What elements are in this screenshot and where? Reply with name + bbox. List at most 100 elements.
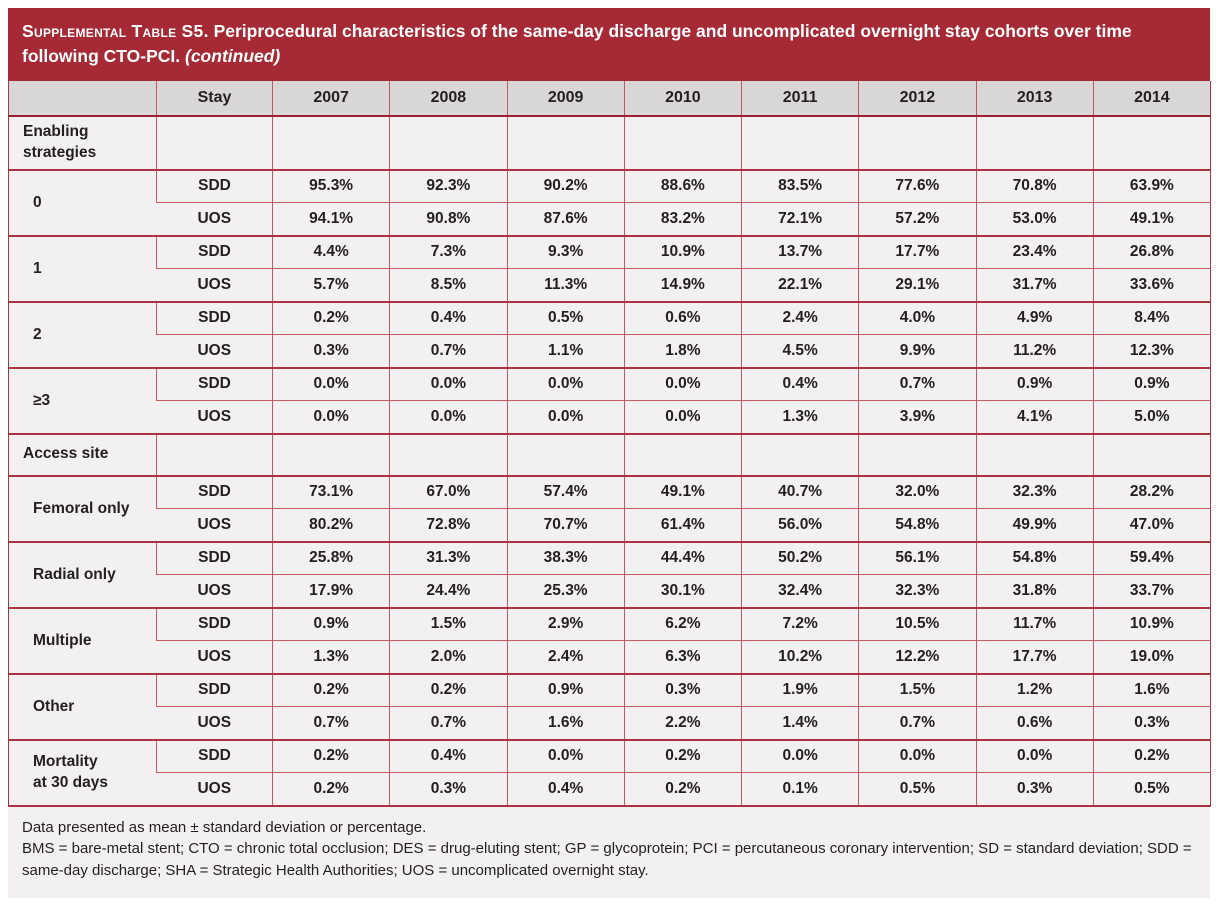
value-cell: 1.3% xyxy=(271,640,390,674)
empty-value-cell xyxy=(975,432,1094,476)
empty-value-cell xyxy=(506,432,625,476)
group-row-sdd: Radial only SDD 25.8% 31.3% 38.3% 44.4% 50.2% 5… xyxy=(8,540,1211,608)
value-cell: 0.7% xyxy=(271,706,390,740)
value-cell: 83.5% xyxy=(740,168,859,203)
header-row: Stay 2007 2008 2009 2010 2011 2012 2013 2014 xyxy=(8,80,1211,117)
value-cell: 50.2% xyxy=(740,540,859,575)
value-cell: 0.5% xyxy=(858,772,976,806)
table-header: Stay 2007 2008 2009 2010 2011 2012 2013 2014 xyxy=(8,80,1211,117)
table-footnotes: Data presented as mean ± standard deviat… xyxy=(8,807,1210,898)
value-cell: 0.2% xyxy=(271,300,390,335)
value-cell: 0.9% xyxy=(1092,366,1211,401)
section-label-cell: Enabling strategies xyxy=(8,114,157,170)
section-label-cell: Access site xyxy=(8,432,157,476)
value-cell: 0.0% xyxy=(623,400,742,434)
value-cell: 0.5% xyxy=(1092,772,1211,806)
year-header-cell: 2012 xyxy=(858,80,976,117)
value-cell: 33.7% xyxy=(1092,574,1211,608)
value-cell: 0.0% xyxy=(389,366,507,401)
stay-cell: SDD xyxy=(156,474,273,509)
table-title-continued: (continued) xyxy=(185,45,281,66)
group-row-uos: UOS 17.9% 24.4% 25.3% 30.1% 32.4% 32.3% 31.8% 33… xyxy=(9,574,1211,608)
value-cell: 4.1% xyxy=(975,400,1094,434)
value-cell: 1.9% xyxy=(740,672,859,707)
footnote-abbreviations: BMS = bare-metal stent; CTO = chronic to… xyxy=(22,840,1192,880)
value-cell: 0.0% xyxy=(271,366,390,401)
group-row-sdd: 0 SDD 95.3% 92.3% 90.2% 88.6% 83.5% 77.6% 70.8% 6… xyxy=(8,168,1211,236)
value-cell: 0.0% xyxy=(271,400,390,434)
value-cell: 0.4% xyxy=(389,300,507,335)
value-cell: 13.7% xyxy=(740,234,859,269)
group-row-sdd: ≥3 SDD 0.0% 0.0% 0.0% 0.0% 0.4% 0.7% 0.9% 0.9% xyxy=(8,366,1211,434)
value-cell: 32.3% xyxy=(975,474,1094,509)
footnote-data-presented: Data presented as mean ± standard deviat… xyxy=(22,818,427,836)
stay-cell: SDD xyxy=(156,234,273,269)
empty-value-cell xyxy=(506,114,625,170)
value-cell: 2.0% xyxy=(389,640,507,674)
value-cell: 0.2% xyxy=(623,772,742,806)
value-cell: 3.9% xyxy=(858,400,976,434)
empty-value-cell xyxy=(389,432,507,476)
stay-cell: UOS xyxy=(156,640,273,674)
value-cell: 0.0% xyxy=(740,738,859,773)
value-cell: 0.6% xyxy=(623,300,742,335)
group-row-sdd: Femoral only SDD 73.1% 67.0% 57.4% 49.1% 40.7%… xyxy=(8,474,1211,542)
group-row-sdd: 2 SDD 0.2% 0.4% 0.5% 0.6% 2.4% 4.0% 4.9% 8.4% xyxy=(8,300,1211,368)
value-cell: 40.7% xyxy=(740,474,859,509)
value-cell: 1.3% xyxy=(740,400,859,434)
value-cell: 23.4% xyxy=(975,234,1094,269)
value-cell: 0.3% xyxy=(975,772,1094,806)
empty-value-cell xyxy=(740,432,859,476)
value-cell: 0.2% xyxy=(1092,738,1211,773)
row-label-cell: Femoral only xyxy=(8,474,157,542)
empty-value-cell xyxy=(740,114,859,170)
value-cell: 0.5% xyxy=(506,300,625,335)
value-cell: 72.1% xyxy=(740,202,859,236)
empty-value-cell xyxy=(389,114,507,170)
table-body: Enabling strategies 0 SDD 95.3% 92.3% 90.2% 88.… xyxy=(8,114,1211,806)
stay-cell: UOS xyxy=(156,574,273,608)
value-cell: 38.3% xyxy=(506,540,625,575)
value-cell: 53.0% xyxy=(975,202,1094,236)
stay-header-cell: Stay xyxy=(156,80,273,117)
value-cell: 7.3% xyxy=(389,234,507,269)
value-cell: 9.9% xyxy=(858,334,976,368)
value-cell: 0.4% xyxy=(389,738,507,773)
value-cell: 0.0% xyxy=(389,400,507,434)
group-row-uos: UOS 94.1% 90.8% 87.6% 83.2% 72.1% 57.2% 53.0% 49… xyxy=(9,202,1211,236)
group-row-sdd: 1 SDD 4.4% 7.3% 9.3% 10.9% 13.7% 17.7% 23.4% 26.8… xyxy=(8,234,1211,302)
table-title-text: Periprocedural characteristics of the sa… xyxy=(22,21,1132,66)
group-row-uos: UOS 0.0% 0.0% 0.0% 0.0% 1.3% 3.9% 4.1% 5.0% xyxy=(9,400,1211,434)
value-cell: 57.2% xyxy=(858,202,976,236)
row-label-cell: 1 xyxy=(8,234,157,302)
value-cell: 11.7% xyxy=(975,606,1094,641)
value-cell: 59.4% xyxy=(1092,540,1211,575)
empty-value-cell xyxy=(271,432,390,476)
value-cell: 72.8% xyxy=(389,508,507,542)
value-cell: 29.1% xyxy=(858,268,976,302)
value-cell: 1.8% xyxy=(623,334,742,368)
value-cell: 0.7% xyxy=(389,334,507,368)
year-header-cell: 2014 xyxy=(1092,80,1211,117)
value-cell: 1.1% xyxy=(506,334,625,368)
value-cell: 80.2% xyxy=(271,508,390,542)
row-label-cell: ≥3 xyxy=(8,366,157,434)
empty-stay-cell xyxy=(156,114,273,170)
value-cell: 0.0% xyxy=(506,738,625,773)
table-title-bar: Supplemental Table S5. Periprocedural ch… xyxy=(8,8,1210,81)
value-cell: 4.5% xyxy=(740,334,859,368)
value-cell: 31.7% xyxy=(975,268,1094,302)
value-cell: 8.5% xyxy=(389,268,507,302)
value-cell: 44.4% xyxy=(623,540,742,575)
empty-value-cell xyxy=(1092,114,1211,170)
empty-value-cell xyxy=(975,114,1094,170)
row-label-cell: Mortality at 30 days xyxy=(8,738,157,806)
value-cell: 32.3% xyxy=(858,574,976,608)
value-cell: 12.2% xyxy=(858,640,976,674)
empty-value-cell xyxy=(858,432,976,476)
value-cell: 90.8% xyxy=(389,202,507,236)
row-label-cell: Radial only xyxy=(8,540,157,608)
value-cell: 83.2% xyxy=(623,202,742,236)
value-cell: 4.4% xyxy=(271,234,390,269)
empty-value-cell xyxy=(623,432,742,476)
